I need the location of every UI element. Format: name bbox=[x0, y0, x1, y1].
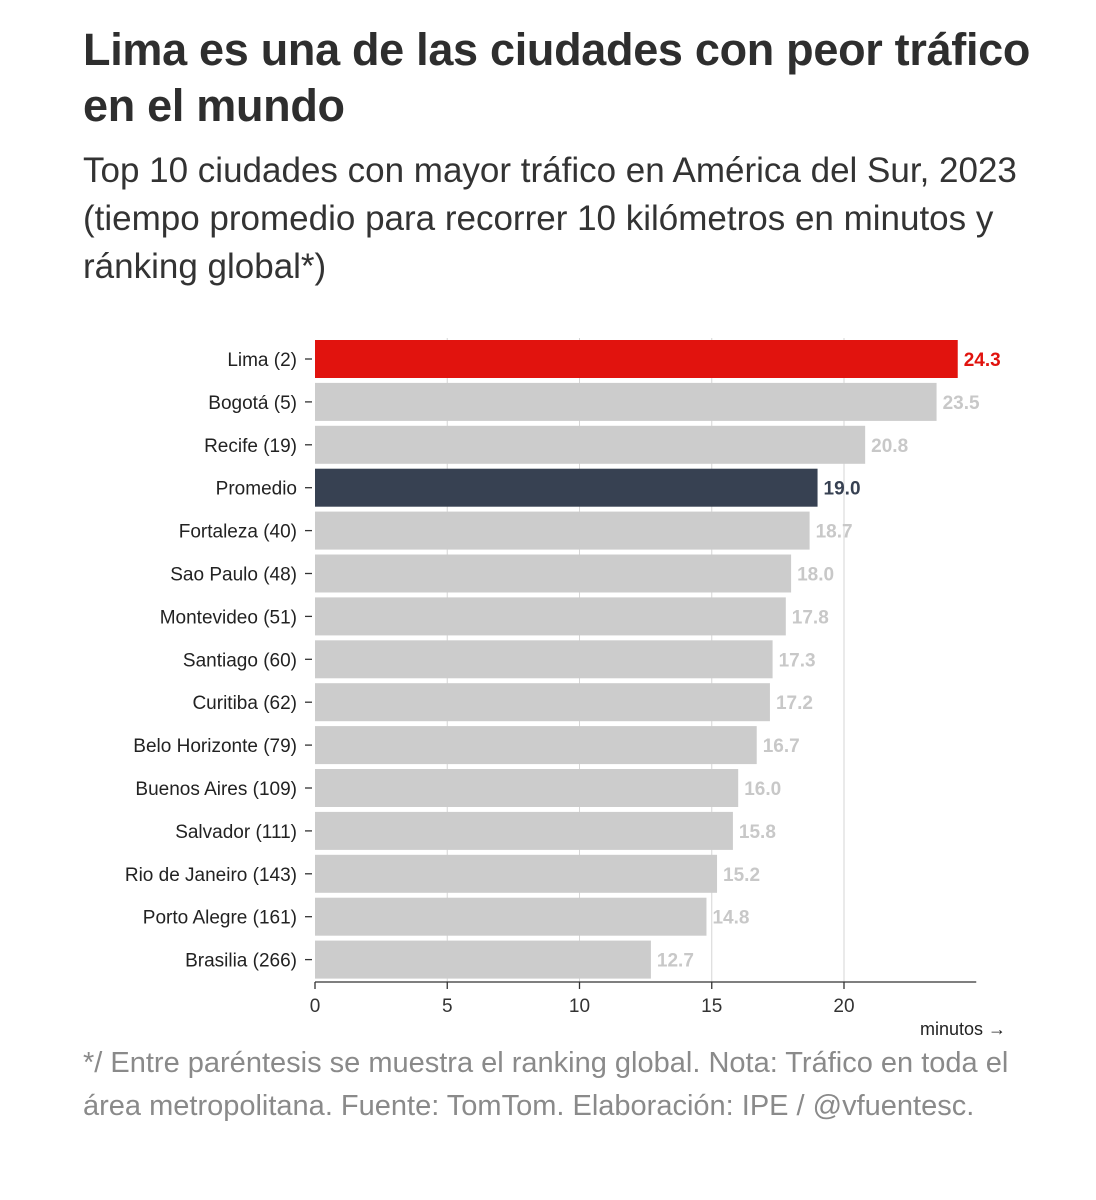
bar bbox=[315, 425, 866, 464]
bar-value-label: 17.3 bbox=[779, 650, 816, 671]
chart-subtitle: Top 10 ciudades con mayor tráfico en Amé… bbox=[83, 151, 1017, 286]
x-tick-label: 15 bbox=[701, 996, 722, 1017]
bar-value-label: 15.8 bbox=[739, 822, 776, 843]
x-tick-label: 20 bbox=[833, 996, 854, 1017]
bar bbox=[315, 640, 773, 679]
bar-value-label: 15.2 bbox=[723, 865, 760, 886]
axes: 0 5 10 15 20 Lima (2) Bogotá (5) Recife (19) Pro… bbox=[125, 350, 1006, 1039]
category-label: Rio de Janeiro (143) bbox=[125, 865, 297, 886]
category-label: Fortaleza (40) bbox=[179, 522, 297, 543]
footnote: */ Entre paréntesis se muestra el rankin… bbox=[83, 1047, 1009, 1122]
bar-chart: 24.3 23.5 20.8 19.0 18.7 18.0 17.8 17.3 17.2 16.7… bbox=[125, 338, 1006, 1039]
bar bbox=[315, 382, 937, 421]
bar bbox=[315, 597, 786, 636]
bar-value-label: 12.7 bbox=[657, 951, 694, 972]
bars: 24.3 23.5 20.8 19.0 18.7 18.0 17.8 17.3 17.2 16.7… bbox=[315, 340, 1001, 979]
category-label: Bogotá (5) bbox=[208, 393, 297, 414]
bar bbox=[315, 683, 770, 722]
bar-value-label: 24.3 bbox=[964, 350, 1001, 371]
bar-value-label: 18.0 bbox=[797, 565, 834, 586]
category-label: Recife (19) bbox=[204, 436, 297, 457]
category-label: Buenos Aires (109) bbox=[135, 779, 297, 800]
bar-value-label: 17.8 bbox=[792, 607, 829, 628]
category-label: Montevideo (51) bbox=[160, 607, 297, 628]
bar-value-label: 23.5 bbox=[943, 393, 980, 414]
bar-value-label: 17.2 bbox=[776, 693, 813, 714]
bar bbox=[315, 726, 757, 765]
chart-title: Lima es una de las ciudades con peor trá… bbox=[83, 24, 1031, 131]
bar-value-label: 16.0 bbox=[744, 779, 781, 800]
x-tick-label: 10 bbox=[569, 996, 590, 1017]
bar-value-label: 19.0 bbox=[824, 479, 861, 500]
bar-value-label: 16.7 bbox=[763, 736, 800, 757]
category-label: Santiago (60) bbox=[183, 650, 297, 671]
bar bbox=[315, 511, 810, 550]
category-label: Promedio bbox=[216, 479, 297, 500]
category-label: Porto Alegre (161) bbox=[143, 908, 297, 929]
category-label: Belo Horizonte (79) bbox=[133, 736, 297, 757]
bar-value-label: 20.8 bbox=[871, 436, 908, 457]
bar-value-label: 14.8 bbox=[712, 908, 749, 929]
category-label: Brasilia (266) bbox=[185, 951, 297, 972]
category-label: Lima (2) bbox=[227, 350, 297, 371]
bar bbox=[315, 854, 718, 893]
category-label: Sao Paulo (48) bbox=[170, 565, 297, 586]
x-axis-label: minutos → bbox=[920, 1019, 1006, 1039]
bar-value-label: 18.7 bbox=[816, 522, 853, 543]
category-label: Curitiba (62) bbox=[192, 693, 297, 714]
bar bbox=[315, 811, 733, 850]
bar bbox=[315, 897, 707, 936]
bar bbox=[315, 769, 739, 807]
bar bbox=[315, 468, 818, 507]
bar bbox=[315, 940, 651, 979]
bar bbox=[315, 340, 958, 378]
x-tick-label: 5 bbox=[442, 996, 453, 1017]
category-label: Salvador (111) bbox=[175, 822, 297, 843]
bar bbox=[315, 554, 792, 593]
x-tick-label: 0 bbox=[310, 996, 321, 1017]
